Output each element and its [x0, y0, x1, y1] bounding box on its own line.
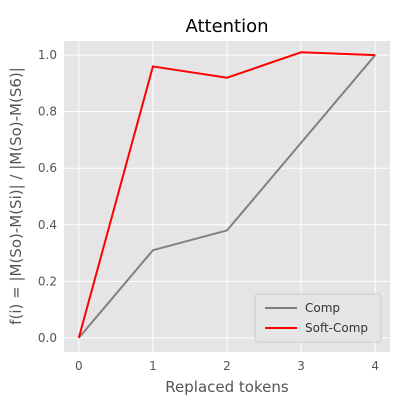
y-tick-label: 0.2 [38, 274, 57, 288]
y-tick-label: 0.4 [38, 218, 57, 232]
y-tick-label: 1.0 [38, 48, 57, 62]
x-axis-label: Replaced tokens [165, 378, 289, 396]
chart-title: Attention [185, 16, 268, 37]
legend-label-soft-comp: Soft-Comp [305, 321, 368, 335]
x-tick-label: 4 [371, 359, 379, 373]
y-tick-label: 0.8 [38, 105, 57, 119]
x-tick-label: 2 [223, 359, 231, 373]
x-tick-label: 3 [297, 359, 305, 373]
x-tick-label: 1 [149, 359, 157, 373]
series-line-comp [78, 54, 376, 339]
y-axis-label: f(i) = |M(So)-M(Si)| / |M(So)-M(S6)| [7, 67, 25, 325]
series-lines [77, 51, 376, 339]
tick-labels: 0 1 2 3 4 0.0 0.2 0.4 0.6 0.8 1.0 [38, 48, 379, 373]
y-tick-label: 0.0 [38, 331, 57, 345]
legend-box [254, 293, 382, 343]
legend-label-comp: Comp [305, 301, 340, 315]
x-tick-label: 0 [75, 359, 83, 373]
series-line-soft-comp [77, 51, 376, 339]
legend: Comp Soft-Comp [254, 293, 382, 343]
grid [64, 41, 390, 352]
y-tick-label: 0.6 [38, 161, 57, 175]
